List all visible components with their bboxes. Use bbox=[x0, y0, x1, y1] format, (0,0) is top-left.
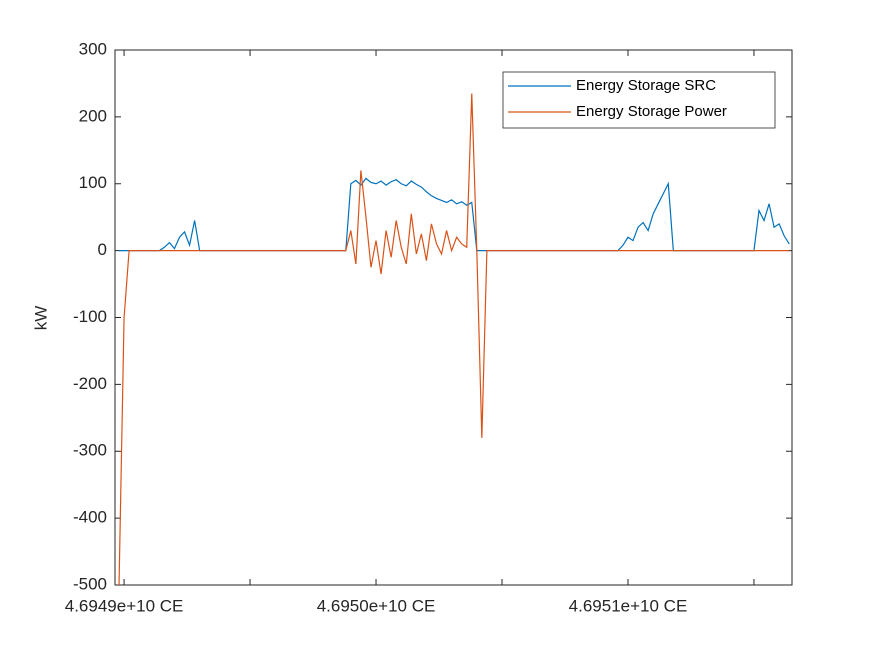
x-tick-label: 4.6950e+10 CE bbox=[317, 596, 436, 615]
x-tick-label: 4.6951e+10 CE bbox=[569, 596, 688, 615]
y-tick-label: -200 bbox=[73, 374, 107, 393]
x-tick-label: 4.6949e+10 CE bbox=[65, 596, 184, 615]
y-axis-label: kW bbox=[31, 306, 50, 331]
legend-label: Energy Storage Power bbox=[576, 103, 727, 120]
axes-box bbox=[114, 49, 793, 586]
series-line bbox=[118, 93, 790, 586]
y-tick-label: -400 bbox=[73, 508, 107, 527]
y-tick-label: -100 bbox=[73, 307, 107, 326]
legend-label: Energy Storage SRC bbox=[576, 77, 716, 94]
y-tick-label: -500 bbox=[73, 574, 107, 593]
y-tick-label: -300 bbox=[73, 441, 107, 460]
y-tick-label: 100 bbox=[79, 173, 107, 192]
y-tick-label: 200 bbox=[79, 106, 107, 125]
y-tick-label: 0 bbox=[98, 240, 107, 259]
y-tick-label: 300 bbox=[79, 39, 107, 58]
legend-box bbox=[502, 71, 776, 129]
